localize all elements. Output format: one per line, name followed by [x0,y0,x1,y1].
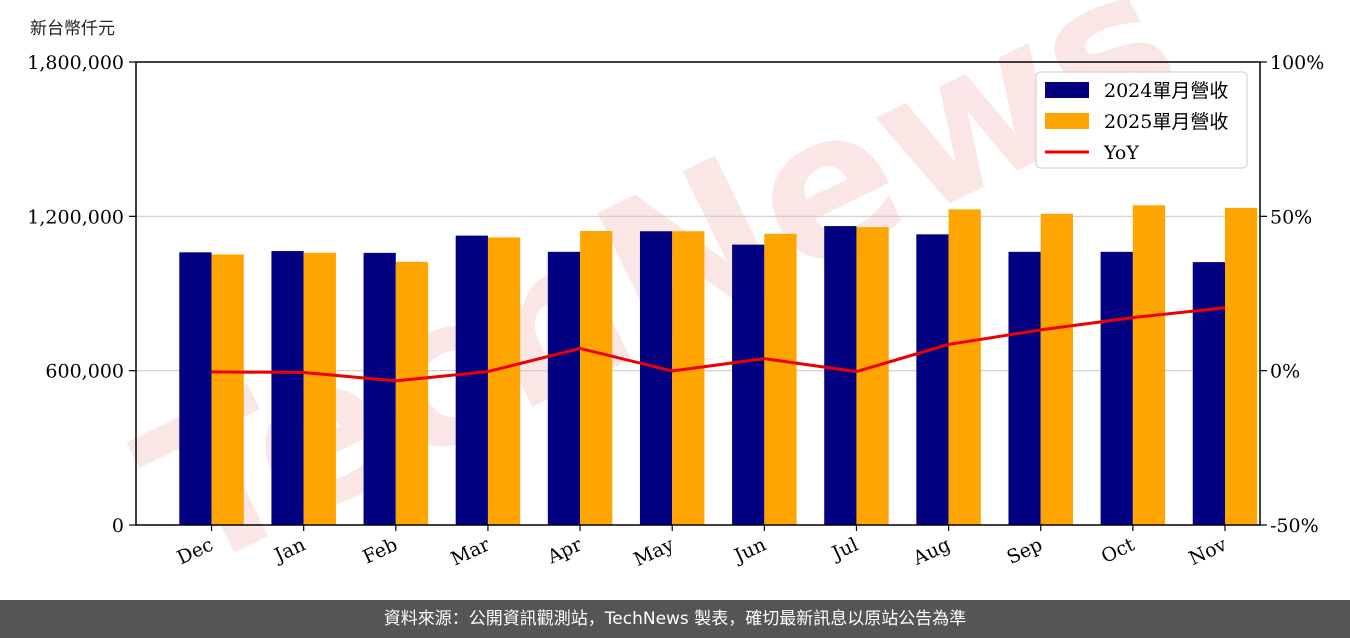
x-tick-label: Oct [1098,533,1138,567]
yoy-line-group [211,306,1226,383]
legend: 2024單月營收 2025單月營收 YoY [1035,71,1248,169]
plot-frame [135,61,1261,526]
bar-2024-jun [732,244,765,525]
legend-label: 2024單月營收 [1104,80,1228,102]
x-tick-label: Apr [543,533,586,569]
bar-2025-nov [1224,207,1258,525]
x-tick-label: Jun [729,534,769,568]
right-tick-label: -50% [1270,515,1319,537]
bar-2024-mar [455,235,488,525]
bar-2024-aug [916,234,949,526]
bar-2024-dec [179,252,212,525]
bar-2025-apr [580,230,613,525]
legend-swatch [1045,82,1089,98]
x-tick-label: Mar [448,533,494,570]
left-tick-label: 1,800,000 [27,52,124,74]
right-tick-label: 100% [1270,52,1324,74]
legend-label: 2025單月營收 [1104,111,1228,133]
right-tick-label: 50% [1270,206,1312,228]
bar-2025-dec [211,254,244,525]
bar-2024-jul [824,226,857,525]
revenue-chart: TechNews 0600,0001,200,0001,800,000-50%0… [27,0,1324,600]
y-axis-unit-label: 新台幣仟元 [30,19,115,39]
bar-2025-may [672,231,705,525]
bar-2024-oct [1100,251,1133,525]
left-tick-label: 600,000 [45,361,124,383]
bar-2025-oct [1132,205,1166,526]
bar-2025-jun [764,233,797,525]
source-footer: 資料來源：公開資訊觀測站，TechNews 製表，確切最新訊息以原站公告為準 [0,600,1350,638]
bar-2025-sep [1040,213,1073,525]
x-tick-label: Jul [827,534,862,566]
x-tick-label: Nov [1186,533,1231,569]
x-tick-label: Sep [1004,534,1046,569]
bar-2025-mar [487,237,521,526]
legend-swatch [1045,113,1089,129]
bar-2024-jan [271,251,304,525]
left-tick-label: 0 [112,515,124,537]
bar-2024-nov [1192,262,1225,525]
bar-2024-may [639,231,673,525]
right-tick-label: 0% [1270,361,1300,383]
bars-group [179,205,1258,526]
bar-2024-feb [363,252,396,525]
left-tick-label: 1,200,000 [27,206,124,228]
legend-label: YoY [1103,142,1139,164]
x-tick-label: May [630,533,677,571]
bar-2025-feb [395,261,429,525]
bar-2024-apr [547,251,581,525]
yoy-line [211,306,1226,383]
bar-2025-jul [856,227,889,526]
bar-2025-aug [948,209,981,525]
bar-2024-sep [1008,251,1041,525]
bar-2025-jan [303,252,336,525]
x-tick-label: Aug [909,534,954,570]
